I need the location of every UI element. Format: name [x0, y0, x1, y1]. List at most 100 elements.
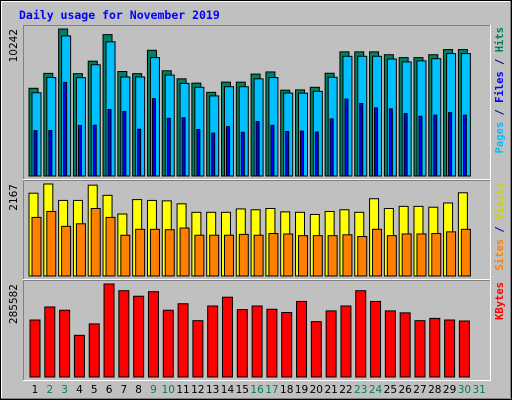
bar-sites-day-23: [357, 236, 368, 277]
bar-sites-day-24: [372, 228, 383, 277]
bar-sites-day-13: [209, 234, 220, 277]
bar-kbytes-day-3: [59, 309, 71, 378]
day-label-27: 27: [413, 384, 426, 396]
bar-kbytes-day-21: [325, 310, 337, 378]
bar-pages-day-9: [151, 98, 156, 177]
bar-pages-day-28: [433, 114, 438, 177]
bar-sites-day-3: [61, 225, 72, 277]
day-label-31: 31: [473, 384, 486, 396]
day-label-3: 3: [61, 384, 68, 396]
bar-pages-day-10: [166, 117, 171, 177]
bar-kbytes-day-18: [281, 312, 293, 378]
bar-sites-day-7: [120, 234, 131, 277]
bar-pages-day-18: [285, 131, 290, 177]
bar-sites-day-17: [268, 233, 279, 277]
bar-sites-day-21: [327, 235, 338, 277]
bar-sites-day-28: [431, 233, 442, 277]
bar-pages-day-14: [225, 126, 230, 177]
chart-title: Daily usage for November 2019: [19, 8, 220, 22]
bar-pages-day-2: [48, 130, 53, 177]
bar-sites-day-4: [75, 223, 86, 277]
bar-sites-day-10: [164, 229, 175, 277]
bar-sites-day-12: [194, 234, 205, 277]
bar-kbytes-day-28: [429, 317, 441, 378]
bar-pages-day-29: [448, 112, 453, 177]
bar-pages-day-7: [122, 110, 127, 177]
bar-sites-day-1: [31, 216, 42, 277]
bar-pages-day-6: [107, 109, 112, 177]
bar-pages-day-12: [196, 128, 201, 177]
bar-pages-day-4: [77, 124, 82, 177]
day-label-19: 19: [295, 384, 308, 396]
bar-pages-day-3: [63, 81, 68, 177]
bar-kbytes-day-20: [310, 321, 322, 378]
bar-pages-day-19: [300, 130, 305, 177]
day-label-23: 23: [354, 384, 367, 396]
bar-kbytes-day-4: [73, 334, 85, 378]
bar-sites-day-2: [46, 210, 57, 277]
bar-sites-day-29: [446, 231, 457, 277]
bar-pages-day-16: [255, 120, 260, 177]
day-label-13: 13: [206, 384, 219, 396]
bar-sites-day-5: [90, 207, 101, 277]
axis-max-traffic: 10242: [8, 29, 20, 62]
bar-pages-day-17: [270, 124, 275, 177]
bar-sites-day-6: [105, 216, 116, 277]
day-label-15: 15: [236, 384, 249, 396]
bar-pages-day-25: [388, 108, 393, 177]
bar-pages-day-24: [374, 107, 379, 177]
day-label-28: 28: [428, 384, 441, 396]
bar-sites-day-25: [386, 235, 397, 277]
legend-kbytes: KBytes: [494, 282, 506, 320]
bar-pages-day-5: [92, 124, 97, 177]
bar-pages-day-22: [344, 98, 349, 177]
legend-part: Sites: [494, 239, 506, 271]
day-label-22: 22: [339, 384, 352, 396]
bar-pages-day-11: [181, 117, 186, 177]
bar-kbytes-day-15: [236, 309, 248, 378]
day-label-29: 29: [443, 384, 456, 396]
day-label-7: 7: [120, 384, 127, 396]
day-label-9: 9: [150, 384, 157, 396]
bar-sites-day-30: [460, 228, 471, 277]
day-label-1: 1: [32, 384, 39, 396]
day-label-11: 11: [176, 384, 189, 396]
day-label-21: 21: [324, 384, 337, 396]
bar-pages-day-20: [314, 131, 319, 177]
day-label-10: 10: [162, 384, 175, 396]
day-label-26: 26: [398, 384, 412, 396]
day-label-12: 12: [191, 384, 204, 396]
bar-sites-day-15: [238, 233, 249, 277]
legend-traffic: Pages / Files / Hits: [494, 27, 506, 153]
bar-kbytes-day-23: [355, 290, 367, 378]
legend-part: KBytes: [494, 282, 506, 320]
bar-pages-day-21: [329, 118, 334, 177]
bar-pages-day-30: [462, 114, 467, 177]
legend-visitors: Sites / Visits: [494, 182, 506, 271]
bar-kbytes-day-10: [162, 309, 174, 378]
legend-part: /: [494, 103, 506, 122]
bar-kbytes-day-1: [29, 319, 41, 378]
bar-sites-day-19: [298, 235, 309, 277]
bar-kbytes-day-19: [296, 300, 308, 378]
bar-pages-day-23: [359, 103, 364, 177]
bar-kbytes-day-2: [44, 306, 56, 378]
bar-kbytes-day-29: [444, 319, 456, 378]
bar-sites-day-16: [253, 234, 264, 277]
legend-part: /: [494, 220, 506, 239]
day-label-2: 2: [46, 384, 53, 396]
bar-sites-day-22: [342, 234, 353, 277]
axis-max-visitors: 2167: [8, 184, 20, 211]
bar-kbytes-day-13: [207, 305, 219, 378]
legend-part: Hits: [494, 27, 506, 52]
bar-kbytes-day-8: [133, 295, 145, 378]
day-label-20: 20: [310, 384, 323, 396]
bar-pages-day-15: [240, 131, 245, 177]
bar-kbytes-day-6: [103, 283, 115, 378]
bar-kbytes-day-27: [414, 320, 426, 378]
bar-sites-day-11: [179, 227, 190, 277]
legend-part: Pages: [494, 122, 506, 154]
legend-part: Visits: [494, 182, 506, 220]
day-label-6: 6: [106, 384, 113, 396]
day-label-30: 30: [458, 384, 471, 396]
